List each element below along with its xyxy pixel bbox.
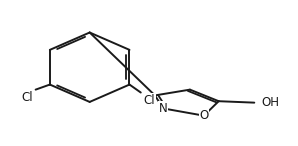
Text: Cl: Cl bbox=[144, 94, 155, 107]
Text: OH: OH bbox=[262, 96, 280, 109]
Text: Cl: Cl bbox=[21, 91, 33, 104]
Text: O: O bbox=[199, 109, 209, 122]
Text: N: N bbox=[159, 102, 167, 115]
